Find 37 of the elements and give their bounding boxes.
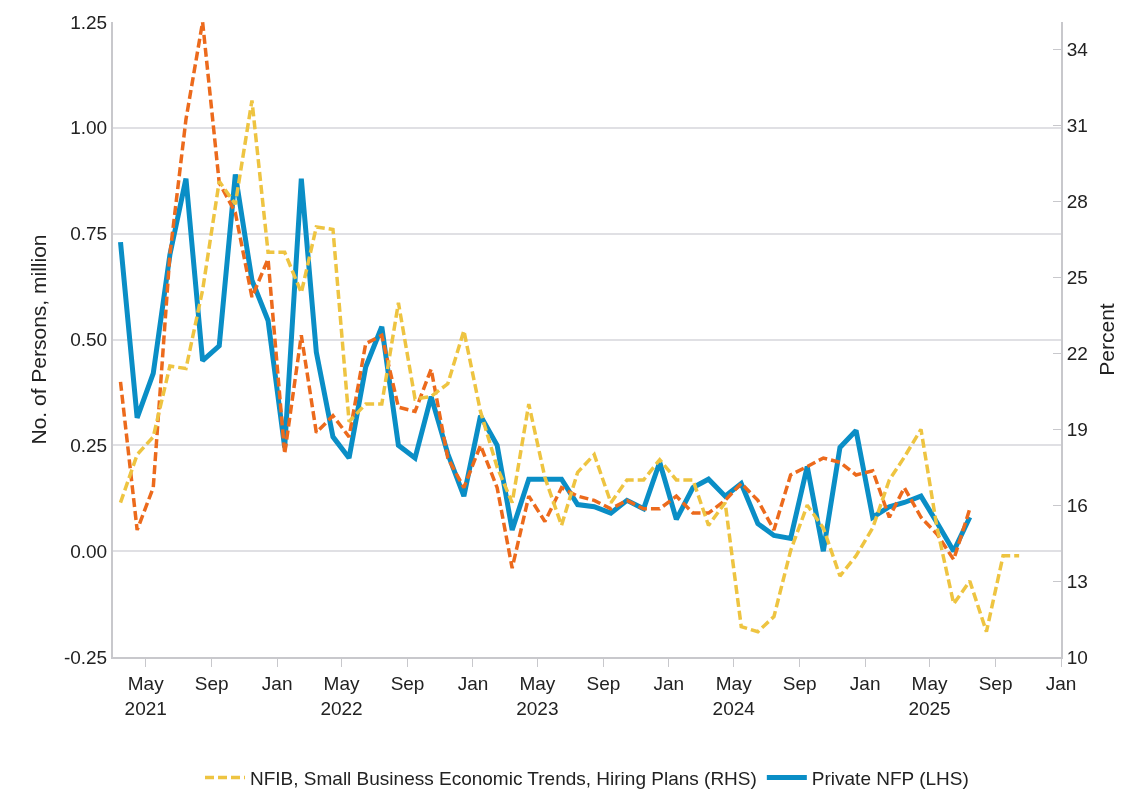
line-series	[118, 98, 1021, 634]
y2-tick-label: 19	[1066, 418, 1088, 440]
line-series	[118, 22, 972, 570]
y2-tick-label: 25	[1066, 267, 1088, 289]
y2-tick-label: 28	[1066, 191, 1088, 213]
x-tick-label: Jan	[653, 672, 685, 694]
x-tick-label: Jan	[1045, 672, 1077, 694]
y2-tick-label: 34	[1066, 39, 1089, 61]
x-tick-label: Sep	[586, 672, 621, 694]
y2-axis-title: Percent	[1095, 303, 1119, 376]
y-tick-label: 1.00	[70, 117, 108, 139]
x-tick-label: Sep	[782, 672, 817, 694]
y2-tick-label: 13	[1066, 570, 1088, 592]
y2-tick-label: 31	[1066, 115, 1088, 137]
x-tick-label: Jan	[849, 672, 881, 694]
x-tick-label: May 2025	[908, 672, 951, 719]
y-tick-label: 0.50	[70, 329, 108, 351]
y-tick-label: 1.25	[70, 11, 108, 33]
y-tick-label: 0.00	[70, 540, 108, 562]
y2-tick-label: 10	[1066, 646, 1088, 668]
x-tick-label: Jan	[261, 672, 293, 694]
x-tick-label: May 2022	[320, 672, 363, 719]
y-axis-title: No. of Persons, million	[26, 234, 50, 445]
x-tick-label: May 2024	[712, 672, 756, 719]
y-tick-label: -0.25	[63, 646, 108, 668]
y-tick-label: 0.75	[70, 223, 108, 245]
x-tick-label: Sep	[194, 672, 229, 694]
x-tick-label: Sep	[978, 672, 1013, 694]
legend-label: Private NFP (LHS)	[811, 767, 969, 789]
x-tick-label: Sep	[390, 672, 425, 694]
y2-tick-label: 22	[1066, 343, 1088, 365]
y-tick-label: 0.25	[70, 434, 108, 456]
x-tick-label: Jan	[457, 672, 489, 694]
y2-tick-label: 16	[1066, 494, 1088, 516]
x-tick-label: May 2023	[516, 672, 559, 719]
legend-label: NFIB, Small Business Economic Trends, Hiring Plans (RHS)	[250, 767, 757, 789]
x-tick-label: May 2021	[124, 672, 167, 719]
